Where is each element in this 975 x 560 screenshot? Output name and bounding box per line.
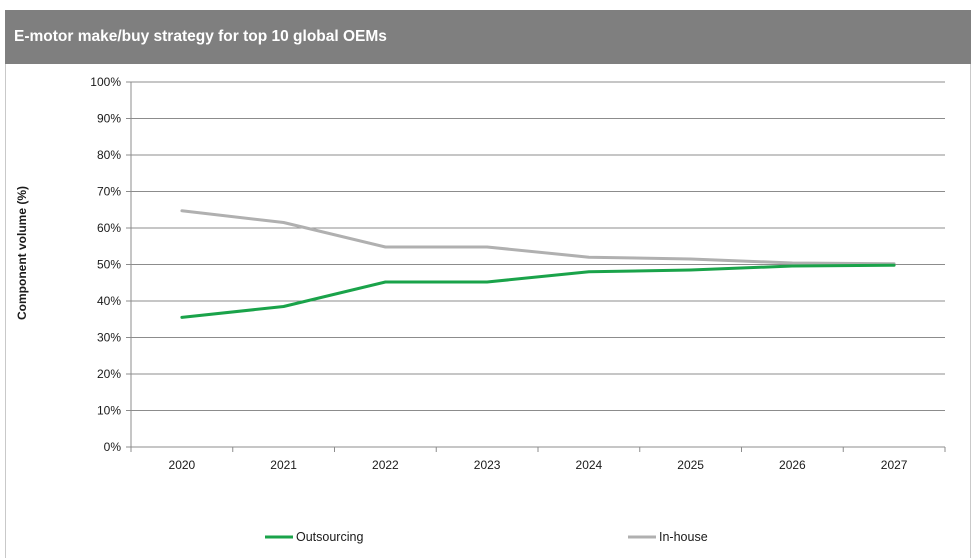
x-tick-label-2023: 2023 [474, 458, 501, 472]
y-tick-label-40: 40% [97, 294, 121, 308]
y-tick-label-50: 50% [97, 258, 121, 272]
x-tick-label-2024: 2024 [576, 458, 603, 472]
x-tick-label-2026: 2026 [779, 458, 806, 472]
y-tick-label-70: 70% [97, 185, 121, 199]
y-tick-label-80: 80% [97, 148, 121, 162]
x-tick-label-2020: 2020 [169, 458, 196, 472]
legend-label-outsourcing: Outsourcing [296, 530, 363, 544]
grid-lines [131, 81, 945, 411]
legend: Outsourcing In-house [265, 530, 708, 544]
series-lines [180, 209, 896, 319]
x-tick-label-2027: 2027 [881, 458, 908, 472]
chart-title: E-motor make/buy strategy for top 10 glo… [14, 28, 387, 45]
y-tick-label-0: 0% [104, 440, 122, 454]
series-line-outsourcing [180, 263, 896, 319]
y-tick-label-30: 30% [97, 331, 121, 345]
chart-frame [5, 10, 971, 558]
y-axis-ticks: 0% 10% 20% 30% 40% 50% 60% 70% 80% 90% 100% [90, 75, 131, 454]
x-tick-label-2022: 2022 [372, 458, 399, 472]
x-axis-ticks: 2020 2021 2022 2023 2024 2025 2026 2027 [130, 447, 946, 472]
chart-title-bar: E-motor make/buy strategy for top 10 glo… [5, 10, 971, 64]
y-tick-label-90: 90% [97, 112, 121, 126]
y-tick-label-20: 20% [97, 367, 121, 381]
x-tick-label-2021: 2021 [270, 458, 297, 472]
x-tick-label-2025: 2025 [677, 458, 704, 472]
y-tick-label-10: 10% [97, 404, 121, 418]
y-tick-label-100: 100% [90, 75, 121, 89]
series-line-in-house [180, 209, 896, 266]
legend-label-in-house: In-house [659, 530, 708, 544]
y-tick-label-60: 60% [97, 221, 121, 235]
y-axis-label: Component volume (%) [15, 186, 29, 320]
